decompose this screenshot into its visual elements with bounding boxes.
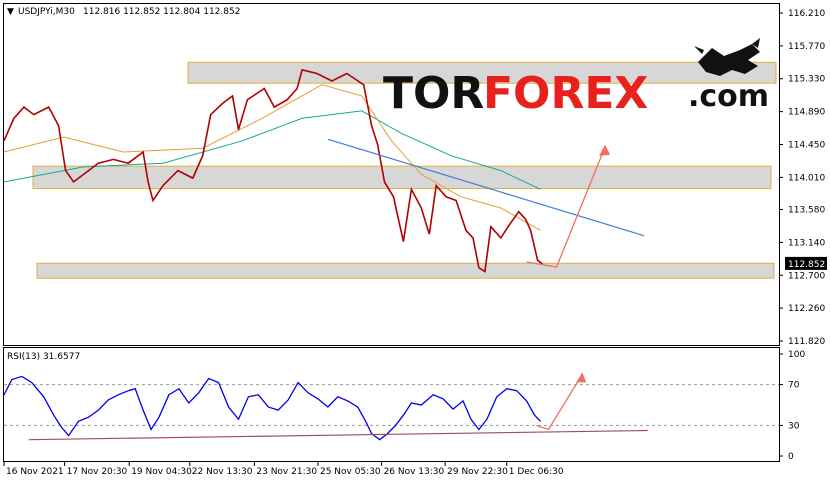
- time-tick-label: 16 Nov 2021: [6, 467, 64, 477]
- sr-zone-2: [32, 165, 772, 190]
- sr-zone-3: [36, 262, 775, 279]
- rsi-line: [3, 375, 541, 441]
- price-series-group: [3, 68, 543, 441]
- rsi-axis: 100 70 30 0: [779, 350, 805, 462]
- current-price-badge: [785, 256, 827, 270]
- time-tick-label: 26 Nov 13:30: [384, 467, 445, 477]
- header-symbol-triangle-icon: ▼: [7, 7, 14, 17]
- price-tick-label: 112.700: [788, 271, 825, 281]
- header-symbol: USDJPYi,M30: [18, 7, 75, 17]
- price-tick-label: 113.140: [788, 238, 825, 248]
- rsi-support-line: [28, 429, 648, 441]
- price-line: [3, 68, 543, 273]
- logo-text-forex: FOREX: [483, 68, 648, 119]
- price-tick-label: 115.330: [788, 75, 825, 85]
- price-tick-label: 113.580: [788, 206, 825, 216]
- rsi-tick-label: 30: [788, 421, 800, 431]
- price-axis: 116.210 115.770 115.330 114.890 114.450 114.0…: [779, 9, 825, 347]
- price-tick-label: 114.450: [788, 140, 825, 150]
- forecast-arrow-price: [526, 146, 606, 268]
- forecast-arrow-rsi: [536, 374, 583, 431]
- time-axis: 16 Nov 2021 17 Nov 20:30 19 Nov 04:30 22 No…: [3, 462, 564, 477]
- sr-zones: [32, 61, 777, 279]
- forecast-arrowhead-price: [599, 144, 611, 156]
- price-tick-label: 116.210: [788, 9, 825, 19]
- time-tick-label: 19 Nov 04:30: [131, 467, 192, 477]
- rsi-panel-frame: [3, 347, 780, 462]
- time-tick-label: 25 Nov 05:30: [320, 467, 381, 477]
- header-ohlc: 112.816 112.852 112.804 112.852: [83, 7, 240, 17]
- logo-text-domain: .com: [688, 79, 769, 114]
- ma-fast-line: [3, 84, 541, 231]
- torforex-logo: TOR FOREX .com: [383, 38, 769, 119]
- bull-bear-logo-icon: [694, 38, 760, 76]
- price-tick-label: 112.260: [788, 304, 825, 314]
- resistance-trendline: [327, 138, 645, 237]
- forecast-arrowhead-rsi: [576, 372, 587, 383]
- rsi-header: RSI(13) 31.6577: [7, 352, 80, 362]
- logo-text-tor: TOR: [383, 68, 484, 119]
- price-tick-label: 115.770: [788, 42, 825, 52]
- ma-slow-line: [3, 110, 541, 190]
- time-tick-label: 1 Dec 06:30: [509, 467, 564, 477]
- time-tick-label: 23 Nov 21:30: [256, 467, 317, 477]
- overlay-group: [28, 138, 648, 441]
- current-price-label: 112.852: [788, 260, 825, 270]
- time-tick-label: 29 Nov 22:30: [447, 467, 508, 477]
- time-tick-label: 17 Nov 20:30: [67, 467, 128, 477]
- sr-zone-1: [187, 61, 777, 84]
- rsi-tick-label: 100: [788, 350, 805, 360]
- price-tick-label: 114.010: [788, 173, 825, 183]
- time-tick-label: 22 Nov 13:30: [192, 467, 253, 477]
- price-tick-label: 111.820: [788, 337, 825, 347]
- rsi-tick-label: 70: [788, 381, 800, 391]
- price-tick-label: 114.890: [788, 108, 825, 118]
- rsi-tick-label: 0: [788, 452, 794, 462]
